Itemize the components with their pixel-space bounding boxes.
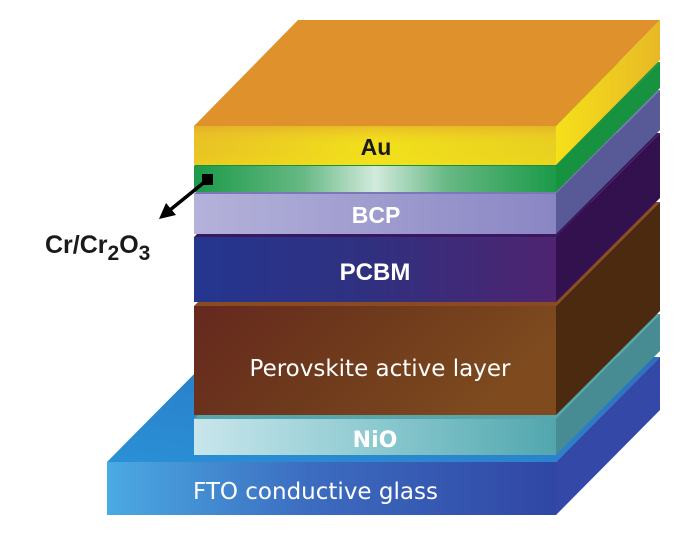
callout-anchor-square xyxy=(202,174,213,185)
layer-au: Au xyxy=(194,20,660,165)
fto-side-face xyxy=(556,357,660,515)
callout-label-mid: O xyxy=(119,231,138,259)
perovskite-label: Perovskite active layer xyxy=(250,356,511,382)
cr-front-face xyxy=(194,166,556,192)
pcbm-label: PCBM xyxy=(340,259,411,286)
fto-label: FTO conductive glass xyxy=(193,479,438,505)
callout-label-sub1: 2 xyxy=(108,242,120,265)
bcp-side-face xyxy=(556,90,660,234)
cr-callout: Cr/Cr2O3 xyxy=(45,174,213,265)
arrow-head-icon xyxy=(159,203,176,219)
callout-label: Cr/Cr2O3 xyxy=(45,231,150,265)
callout-arrow-line xyxy=(168,178,209,212)
pcbm-side-face xyxy=(556,133,660,302)
callout-label-sub2: 3 xyxy=(139,242,151,265)
perovskite-front-face xyxy=(194,306,556,415)
nio-label: NiO xyxy=(353,428,398,453)
callout-label-main: Cr/Cr xyxy=(45,231,108,259)
au-label: Au xyxy=(361,134,392,160)
bcp-front-face xyxy=(194,194,556,234)
au-front-shade xyxy=(194,126,556,165)
fto-front-face xyxy=(107,462,556,515)
cr-side-face xyxy=(556,62,660,192)
au-top-face xyxy=(194,20,660,126)
nio-front-face xyxy=(194,419,556,455)
perovskite-side-face xyxy=(556,202,660,415)
pcbm-front-face xyxy=(194,237,556,302)
nio-side-face xyxy=(556,314,660,455)
bcp-label: BCP xyxy=(352,202,401,228)
au-side-face xyxy=(556,20,660,165)
